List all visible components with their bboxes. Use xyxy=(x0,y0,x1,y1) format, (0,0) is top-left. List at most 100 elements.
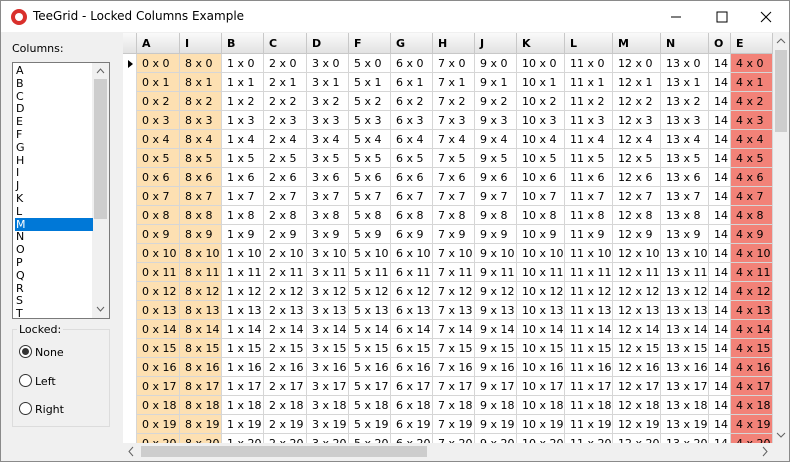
grid-cell[interactable]: 12 x 16 xyxy=(613,358,661,377)
grid-cell[interactable]: 6 x 11 xyxy=(391,263,433,282)
grid-cell[interactable]: 3 x 17 xyxy=(307,377,349,396)
grid-cell[interactable]: 0 x 9 xyxy=(137,225,180,244)
grid-cell[interactable]: 4 x 12 xyxy=(731,282,773,301)
grid-cell[interactable]: 6 x 18 xyxy=(391,396,433,415)
grid-cell[interactable]: 13 x 18 xyxy=(661,396,709,415)
grid-cell[interactable]: 4 x 9 xyxy=(731,225,773,244)
grid-cell[interactable]: 13 x 16 xyxy=(661,358,709,377)
grid-cell[interactable]: 1 x 0 xyxy=(222,54,264,73)
grid-cell[interactable]: 11 x 17 xyxy=(565,377,613,396)
grid-cell[interactable]: 13 x 10 xyxy=(661,244,709,263)
grid-cell[interactable]: 13 x 11 xyxy=(661,263,709,282)
grid-cell[interactable]: 7 x 8 xyxy=(433,206,475,225)
grid-cell[interactable]: 13 x 7 xyxy=(661,187,709,206)
grid-cell[interactable]: 2 x 19 xyxy=(264,415,307,434)
grid-cell[interactable]: 3 x 20 xyxy=(307,434,349,443)
grid-cell[interactable]: 6 x 0 xyxy=(391,54,433,73)
h-scrollbar[interactable] xyxy=(123,443,773,460)
grid-cell[interactable]: 13 x 19 xyxy=(661,415,709,434)
grid-cell[interactable]: 13 x 15 xyxy=(661,339,709,358)
grid-cell[interactable]: 7 x 19 xyxy=(433,415,475,434)
grid-cell[interactable]: 9 x 9 xyxy=(475,225,517,244)
grid-cell[interactable]: 4 x 6 xyxy=(731,168,773,187)
grid-cell[interactable]: 0 x 2 xyxy=(137,92,180,111)
grid-cell[interactable]: 8 x 12 xyxy=(180,282,222,301)
grid-cell[interactable]: 10 x 20 xyxy=(517,434,565,443)
grid-cell[interactable]: 2 x 6 xyxy=(264,168,307,187)
grid-cell[interactable]: 8 x 16 xyxy=(180,358,222,377)
grid-cell[interactable]: 8 x 19 xyxy=(180,415,222,434)
grid-cell[interactable]: 9 x 8 xyxy=(475,206,517,225)
grid-cell[interactable]: 11 x 10 xyxy=(565,244,613,263)
grid-cell[interactable]: 12 x 1 xyxy=(613,73,661,92)
grid-cell[interactable]: 6 x 17 xyxy=(391,377,433,396)
grid-cell[interactable]: 7 x 11 xyxy=(433,263,475,282)
grid-cell[interactable]: 12 x 3 xyxy=(613,111,661,130)
grid-cell[interactable]: 5 x 17 xyxy=(349,377,391,396)
grid-cell[interactable]: 10 x 10 xyxy=(517,244,565,263)
grid-cell[interactable]: 9 x 14 xyxy=(475,320,517,339)
grid-cell[interactable]: 2 x 12 xyxy=(264,282,307,301)
grid-cell[interactable]: 5 x 4 xyxy=(349,130,391,149)
grid-cell[interactable]: 5 x 6 xyxy=(349,168,391,187)
grid-cell[interactable]: 14 x 13 xyxy=(709,301,731,320)
grid-cell[interactable]: 10 x 2 xyxy=(517,92,565,111)
grid-cell[interactable]: 5 x 18 xyxy=(349,396,391,415)
grid-cell[interactable]: 7 x 13 xyxy=(433,301,475,320)
grid-cell[interactable]: 2 x 1 xyxy=(264,73,307,92)
grid-cell[interactable]: 10 x 14 xyxy=(517,320,565,339)
grid-cell[interactable]: 10 x 15 xyxy=(517,339,565,358)
grid-cell[interactable]: 8 x 5 xyxy=(180,149,222,168)
grid-cell[interactable]: 0 x 6 xyxy=(137,168,180,187)
grid-cell[interactable]: 13 x 2 xyxy=(661,92,709,111)
v-scroll-thumb[interactable] xyxy=(775,50,787,132)
grid-cell[interactable]: 12 x 11 xyxy=(613,263,661,282)
grid-cell[interactable]: 2 x 3 xyxy=(264,111,307,130)
grid-cell[interactable]: 7 x 10 xyxy=(433,244,475,263)
grid-cell[interactable]: 2 x 11 xyxy=(264,263,307,282)
grid-cell[interactable]: 1 x 8 xyxy=(222,206,264,225)
grid-cell[interactable]: 9 x 10 xyxy=(475,244,517,263)
grid-cell[interactable]: 3 x 15 xyxy=(307,339,349,358)
grid-cell[interactable]: 6 x 10 xyxy=(391,244,433,263)
grid-cell[interactable]: 4 x 18 xyxy=(731,396,773,415)
list-item[interactable]: O xyxy=(16,243,25,257)
grid-cell[interactable]: 0 x 3 xyxy=(137,111,180,130)
grid-cell[interactable]: 3 x 1 xyxy=(307,73,349,92)
grid-cell[interactable]: 11 x 9 xyxy=(565,225,613,244)
grid-cell[interactable]: 2 x 10 xyxy=(264,244,307,263)
grid-cell[interactable]: 6 x 8 xyxy=(391,206,433,225)
grid-cell[interactable]: 13 x 4 xyxy=(661,130,709,149)
grid-cell[interactable]: 4 x 13 xyxy=(731,301,773,320)
grid-cell[interactable]: 6 x 13 xyxy=(391,301,433,320)
grid-cell[interactable]: 5 x 19 xyxy=(349,415,391,434)
grid-cell[interactable]: 2 x 8 xyxy=(264,206,307,225)
grid-cell[interactable]: 9 x 1 xyxy=(475,73,517,92)
list-item[interactable]: A xyxy=(16,64,24,77)
grid-cell[interactable]: 14 x 17 xyxy=(709,377,731,396)
grid-cell[interactable]: 4 x 11 xyxy=(731,263,773,282)
grid-cell[interactable]: 1 x 14 xyxy=(222,320,264,339)
radio-button[interactable] xyxy=(19,373,32,387)
grid-cell[interactable]: 4 x 10 xyxy=(731,244,773,263)
grid-cell[interactable]: 4 x 16 xyxy=(731,358,773,377)
grid-cell[interactable]: 6 x 3 xyxy=(391,111,433,130)
grid-cell[interactable]: 11 x 16 xyxy=(565,358,613,377)
column-header[interactable]: N xyxy=(661,33,709,54)
grid-cell[interactable]: 6 x 20 xyxy=(391,434,433,443)
list-item[interactable]: F xyxy=(16,128,23,141)
grid-cell[interactable]: 11 x 1 xyxy=(565,73,613,92)
grid-cell[interactable]: 4 x 5 xyxy=(731,149,773,168)
list-item[interactable]: B xyxy=(16,76,24,90)
grid-cell[interactable]: 1 x 20 xyxy=(222,434,264,443)
grid-cell[interactable]: 14 x 12 xyxy=(709,282,731,301)
grid-cell[interactable]: 7 x 6 xyxy=(433,168,475,187)
grid-cell[interactable]: 7 x 17 xyxy=(433,377,475,396)
column-header[interactable]: D xyxy=(307,33,349,54)
grid-cell[interactable]: 5 x 16 xyxy=(349,358,391,377)
list-item[interactable]: G xyxy=(16,140,25,154)
grid-cell[interactable]: 8 x 4 xyxy=(180,130,222,149)
grid-cell[interactable]: 5 x 15 xyxy=(349,339,391,358)
grid-cell[interactable]: 8 x 10 xyxy=(180,244,222,263)
